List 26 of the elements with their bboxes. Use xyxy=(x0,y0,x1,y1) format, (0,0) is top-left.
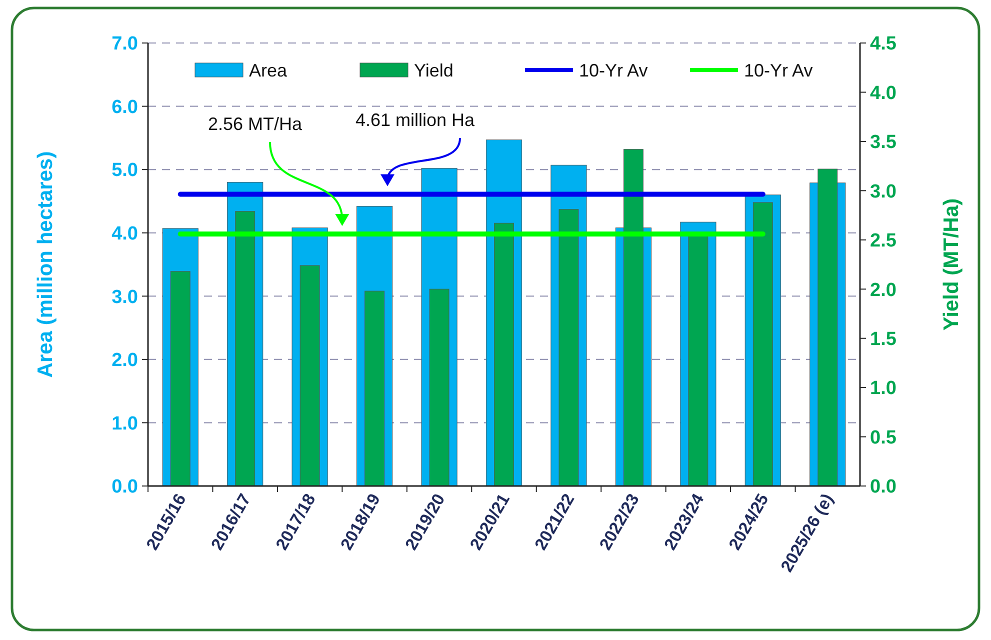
y2-tick-label: 1.5 xyxy=(870,328,897,350)
legend-label: Area xyxy=(249,60,288,80)
y2-tick-label: 3.0 xyxy=(870,181,896,202)
annotation: 2.56 MT/Ha xyxy=(208,114,303,134)
y-axis-title: Area (million hectares) xyxy=(34,151,57,378)
y-tick-label: 5.0 xyxy=(112,160,138,182)
y2-tick-label: 1.0 xyxy=(870,378,896,400)
legend-label: 10-Yr Av xyxy=(744,60,813,80)
legend-label: Yield xyxy=(414,60,454,80)
y-tick-label: 1.0 xyxy=(112,413,138,434)
y-tick-label: 4.0 xyxy=(112,224,138,245)
y2-tick-label: 0.0 xyxy=(870,476,896,498)
y2-tick-label: 2.5 xyxy=(870,230,897,252)
y2-tick-label: 4.0 xyxy=(870,82,896,104)
y2-tick-label: 2.0 xyxy=(870,280,896,301)
legend-label: 10-Yr Av xyxy=(579,60,648,80)
annotation: 4.61 million Ha xyxy=(355,110,476,130)
y2-tick-label: 0.5 xyxy=(870,427,897,448)
y2-tick-label: 4.5 xyxy=(870,34,897,55)
y-tick-label: 7.0 xyxy=(112,34,138,55)
y-tick-label: 0.0 xyxy=(112,476,138,498)
y2-tick-label: 3.5 xyxy=(870,132,897,154)
y2-axis-title: Yield (MT/Ha) xyxy=(940,198,963,331)
y-tick-label: 6.0 xyxy=(112,96,138,118)
y-tick-label: 2.0 xyxy=(112,350,138,372)
y-tick-label: 3.0 xyxy=(112,286,138,308)
